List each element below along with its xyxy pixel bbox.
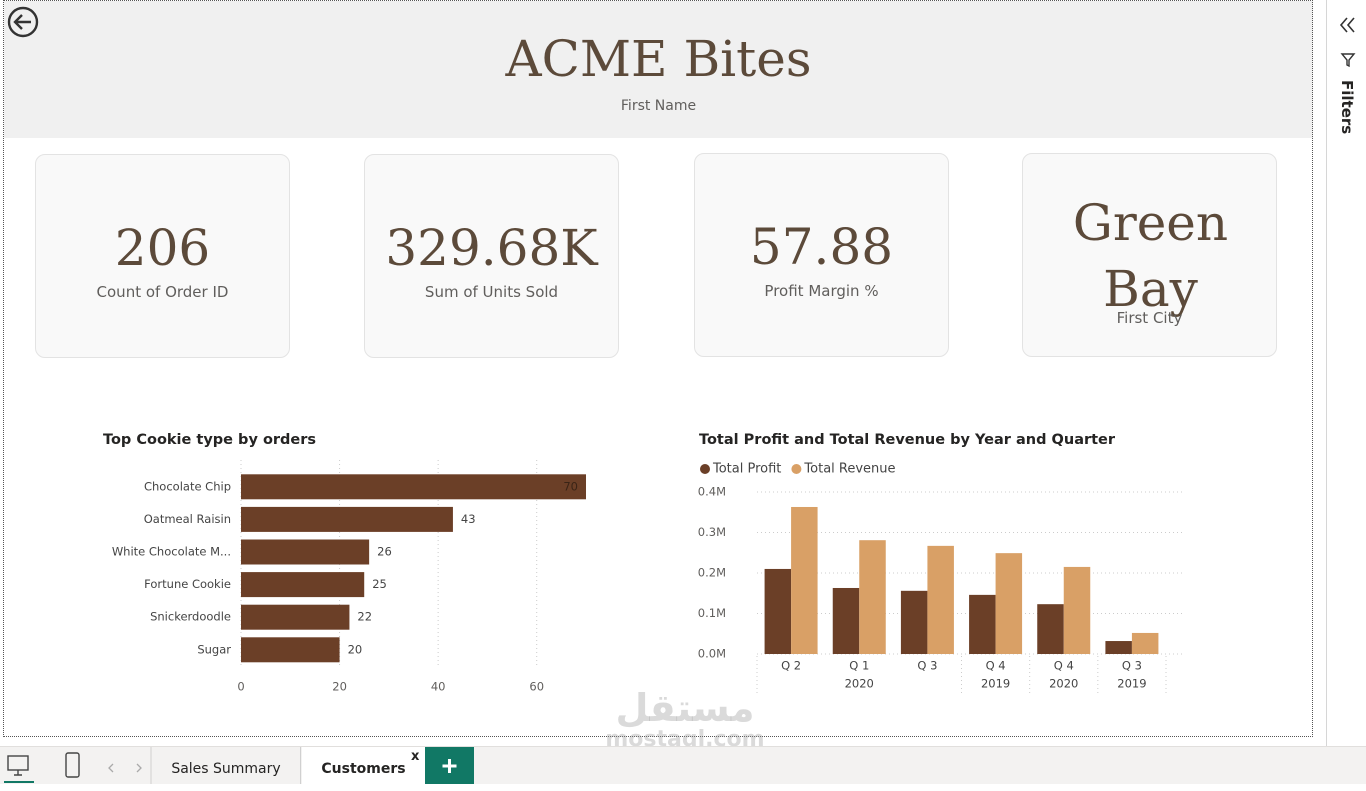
data-label: 22 <box>357 610 372 624</box>
x-group-label: 2019 <box>981 677 1010 691</box>
data-label: 43 <box>461 512 476 526</box>
y-tick-label: 0.4M <box>698 485 726 499</box>
x-tick-label: Q 2 <box>781 659 801 673</box>
x-tick-label: Q 4 <box>986 659 1006 673</box>
bar <box>241 474 586 500</box>
kpi-value: 206 <box>114 219 211 277</box>
x-tick-label: 20 <box>332 680 347 694</box>
kpi-value: Green Bay <box>1072 194 1229 318</box>
y-tick-label: 0.2M <box>698 566 726 580</box>
y-tick-label: 0.3M <box>698 525 726 539</box>
x-group-label: 2020 <box>845 677 874 691</box>
x-group-label: 2020 <box>1049 677 1078 691</box>
report-title: ACME Bites <box>505 30 812 88</box>
bar <box>764 568 792 654</box>
bar <box>1063 566 1091 654</box>
bar <box>241 604 350 630</box>
kpi-card: 206 Count of Order ID <box>35 154 290 358</box>
kpi-card: 329.68K Sum of Units Sold <box>364 154 619 358</box>
y-tick-label: 0.1M <box>698 606 726 620</box>
charts: Top Cookie type by orders 0 20 40 60 Chocolat… <box>103 432 1183 694</box>
watermark: مستقل mostaql.com <box>600 688 770 752</box>
x-tick-label: 40 <box>431 680 446 694</box>
legend-swatch <box>700 464 710 474</box>
x-tick-label: Q 3 <box>917 659 937 673</box>
bar <box>241 506 453 532</box>
y-tick-label: Oatmeal Raisin <box>144 512 231 526</box>
filters-label: Filters <box>1338 80 1356 135</box>
kpi-label: Profit Margin % <box>764 282 879 300</box>
data-label: 25 <box>372 577 387 591</box>
tab-close[interactable]: x <box>411 749 420 764</box>
kpi-card: Green Bay First City <box>1022 153 1277 357</box>
bar <box>969 594 996 654</box>
bar <box>1037 604 1064 654</box>
report-canvas <box>3 0 1313 737</box>
filters-pane[interactable] <box>1326 0 1366 746</box>
legend-swatch <box>791 464 802 474</box>
kpi-label: First City <box>1116 309 1183 327</box>
y-tick-label: Snickerdoodle <box>150 610 231 624</box>
x-tick-label: 0 <box>237 680 244 694</box>
report-subtitle: First Name <box>620 98 697 114</box>
kpi-card: 57.88 Profit Margin % <box>694 153 949 357</box>
bar <box>927 545 954 654</box>
data-label: 20 <box>348 642 363 656</box>
x-tick-label: Q 4 <box>1054 659 1074 673</box>
filters-label-box: Filters <box>1326 80 1366 140</box>
x-group-label: 2019 <box>1117 677 1146 691</box>
x-tick-label: 60 <box>529 680 544 694</box>
tab-nav-icons <box>4 747 152 784</box>
y-tick-label: White Chocolate M... <box>112 545 231 559</box>
bar <box>1105 641 1132 654</box>
filter-icons <box>1339 17 1356 68</box>
y-tick-label: Sugar <box>197 642 231 656</box>
bar <box>859 540 886 654</box>
header-band <box>4 1 1313 138</box>
bar <box>995 553 1023 654</box>
bar <box>791 506 818 654</box>
data-label: 26 <box>377 545 392 559</box>
bar <box>241 539 370 565</box>
add-tab-button[interactable] <box>425 747 474 784</box>
tab-bar <box>0 746 1366 784</box>
x-tick-label: Q 3 <box>1122 659 1142 673</box>
bar <box>241 637 340 663</box>
bar <box>1131 632 1159 654</box>
legend-label: Total Profit <box>712 462 781 477</box>
tab[interactable]: Sales Summary <box>152 747 301 784</box>
bar <box>241 572 365 598</box>
kpi-label: Sum of Units Sold <box>424 283 559 301</box>
kpi-value: 329.68K <box>385 219 598 277</box>
kpi-label: Count of Order ID <box>96 283 229 301</box>
bar <box>900 590 928 654</box>
x-tick-label: Q 1 <box>849 659 869 673</box>
y-tick-label: Fortune Cookie <box>144 577 231 591</box>
legend-label: Total Revenue <box>803 462 895 477</box>
tab-active[interactable]: Customers <box>302 747 425 784</box>
bar <box>832 587 860 654</box>
chart-title: Total Profit and Total Revenue by Year a… <box>699 432 1116 448</box>
watermark-arabic: مستقل <box>615 686 755 730</box>
kpi-value: 57.88 <box>749 218 894 276</box>
data-label: 70 <box>563 479 578 493</box>
back-button[interactable] <box>6 6 40 40</box>
y-tick-label: 0.0M <box>698 647 726 661</box>
chart-title: Top Cookie type by orders <box>103 432 316 448</box>
y-tick-label: Chocolate Chip <box>144 479 231 493</box>
